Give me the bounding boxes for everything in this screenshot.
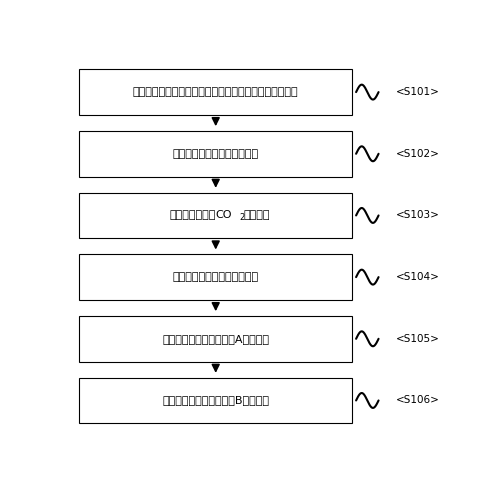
Text: 向油管注入活性水压裂液B进行压裂: 向油管注入活性水压裂液B进行压裂: [162, 395, 269, 406]
Text: 向油管注入活性水压裂液A进行压裂: 向油管注入活性水压裂液A进行压裂: [162, 334, 269, 344]
Bar: [79, 131, 353, 177]
Text: 进行压裂: 进行压裂: [244, 211, 270, 220]
Bar: [79, 316, 353, 362]
Text: CO: CO: [216, 211, 232, 220]
Text: 向油管注入氮气清洗压裂管道: 向油管注入氮气清洗压裂管道: [172, 272, 259, 282]
Text: 向套管注入氮气驱管油套环空内液体并保持油套环空压力: 向套管注入氮气驱管油套环空内液体并保持油套环空压力: [133, 87, 298, 97]
Text: <S105>: <S105>: [396, 334, 439, 344]
Text: <S101>: <S101>: [396, 87, 439, 97]
Bar: [79, 254, 353, 300]
Bar: [79, 378, 353, 424]
Text: <S103>: <S103>: [396, 211, 439, 220]
Text: 2: 2: [239, 213, 244, 222]
Text: 向油管注入液态: 向油管注入液态: [170, 211, 216, 220]
Text: 向油管注入氮气清洗压裂管道: 向油管注入氮气清洗压裂管道: [172, 149, 259, 159]
Bar: [79, 69, 353, 115]
Text: <S106>: <S106>: [396, 395, 439, 406]
Bar: [79, 193, 353, 238]
Text: <S102>: <S102>: [396, 149, 439, 159]
Text: <S104>: <S104>: [396, 272, 439, 282]
